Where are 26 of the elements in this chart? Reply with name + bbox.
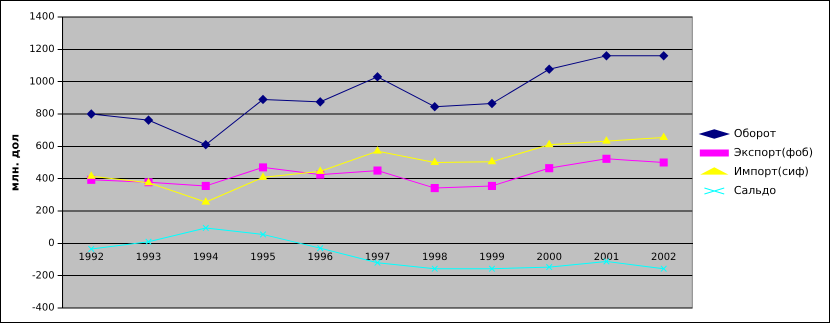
- x-tick-label: 1999: [479, 252, 505, 263]
- y-tick-label: -200: [32, 270, 55, 282]
- legend-label: Импорт(сиф): [734, 164, 809, 178]
- y-tick-label: 0: [48, 238, 55, 249]
- x-tick-label: 2000: [536, 252, 562, 263]
- y-tick-label: 600: [36, 140, 55, 152]
- y-tick-label: 1000: [29, 76, 55, 88]
- x-tick-label: 1994: [193, 252, 218, 263]
- y-tick-label: 800: [36, 108, 55, 120]
- y-tick-label: 1200: [29, 44, 55, 55]
- x-tick-label: 2002: [650, 252, 676, 263]
- x-tick-label: 1992: [78, 252, 104, 263]
- x-tick-label: 1993: [136, 252, 162, 263]
- legend-label: Экспорт(фоб): [734, 146, 813, 159]
- legend-label: Оборот: [734, 126, 777, 140]
- x-tick-label: 1995: [250, 252, 276, 263]
- y-tick-label: 1400: [29, 12, 55, 23]
- y-tick-label: 200: [36, 206, 55, 217]
- y-tick-label: 400: [36, 173, 55, 184]
- x-tick-label: 1996: [308, 252, 333, 263]
- y-axis-title: млн. дол: [8, 134, 22, 192]
- x-tick-label: 1997: [364, 252, 390, 263]
- x-tick-label: 1998: [422, 252, 448, 263]
- x-tick-label: 2001: [594, 252, 620, 263]
- legend-label: Сальдо: [734, 184, 776, 197]
- y-tick-label: -400: [32, 302, 55, 314]
